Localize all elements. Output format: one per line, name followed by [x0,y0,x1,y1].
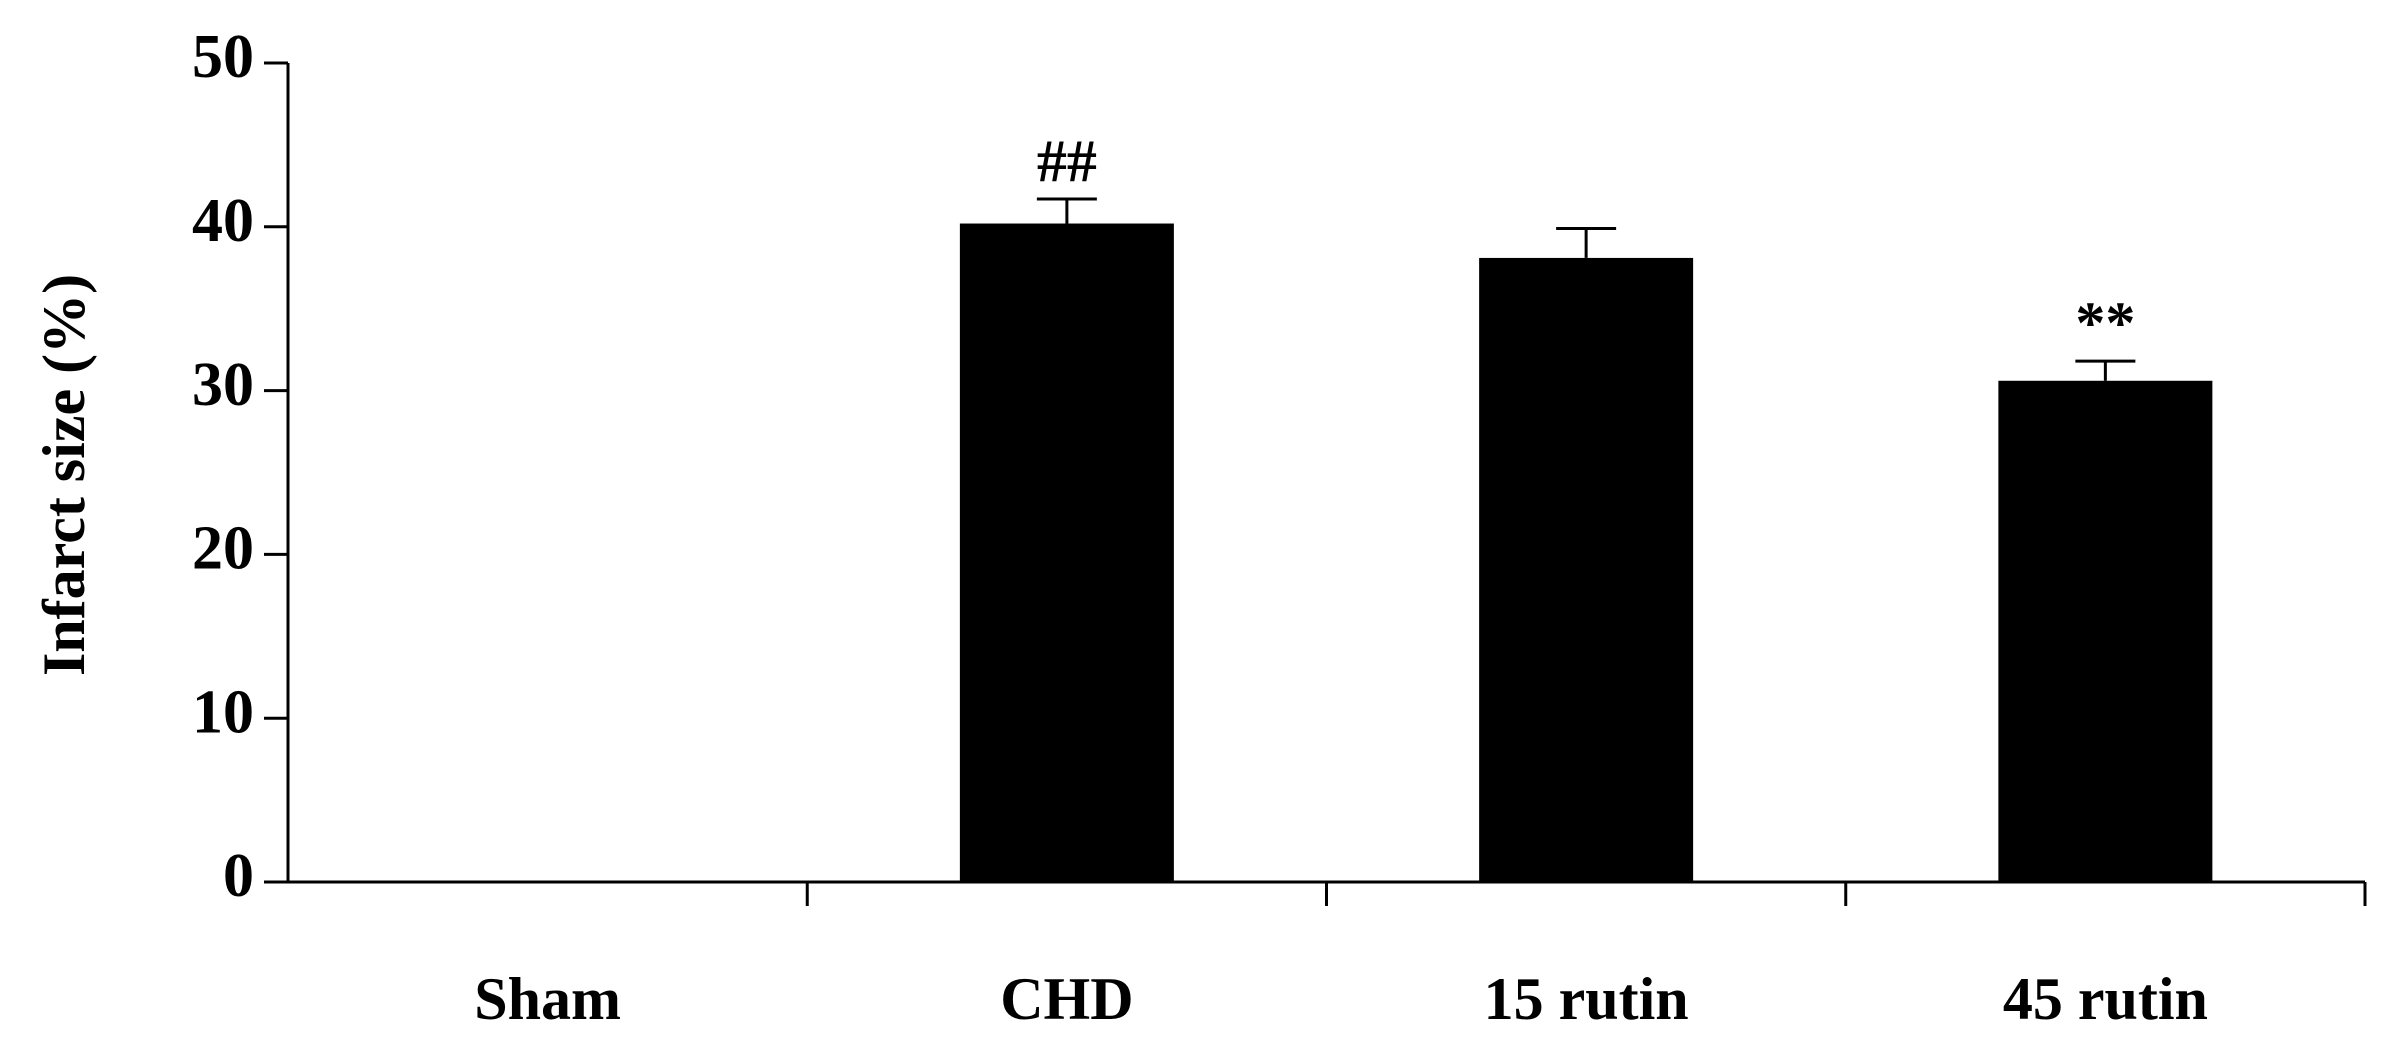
y-axis-title: Infarct size (%) [31,274,97,676]
bar [1479,257,1694,882]
error-bar [2075,359,2136,381]
y-tick-label: 0 [223,842,254,910]
x-tick-label: 15 rutin [1484,966,1689,1032]
y-tick-label: 40 [192,187,254,255]
y-tick-label: 10 [192,678,254,746]
significance-label: ## [1037,128,1097,194]
x-tick-label: Sham [474,966,621,1032]
y-tick-label: 20 [192,515,254,583]
significance-label: ** [2075,290,2135,356]
x-tick-label: 45 rutin [2003,966,2208,1032]
bar [1998,380,2213,882]
y-tick-label: 30 [192,351,254,419]
y-tick-label: 50 [192,23,254,91]
error-bar [1036,197,1097,224]
bar [959,223,1174,883]
error-bar [1556,226,1617,258]
x-tick-label: CHD [1000,966,1133,1032]
